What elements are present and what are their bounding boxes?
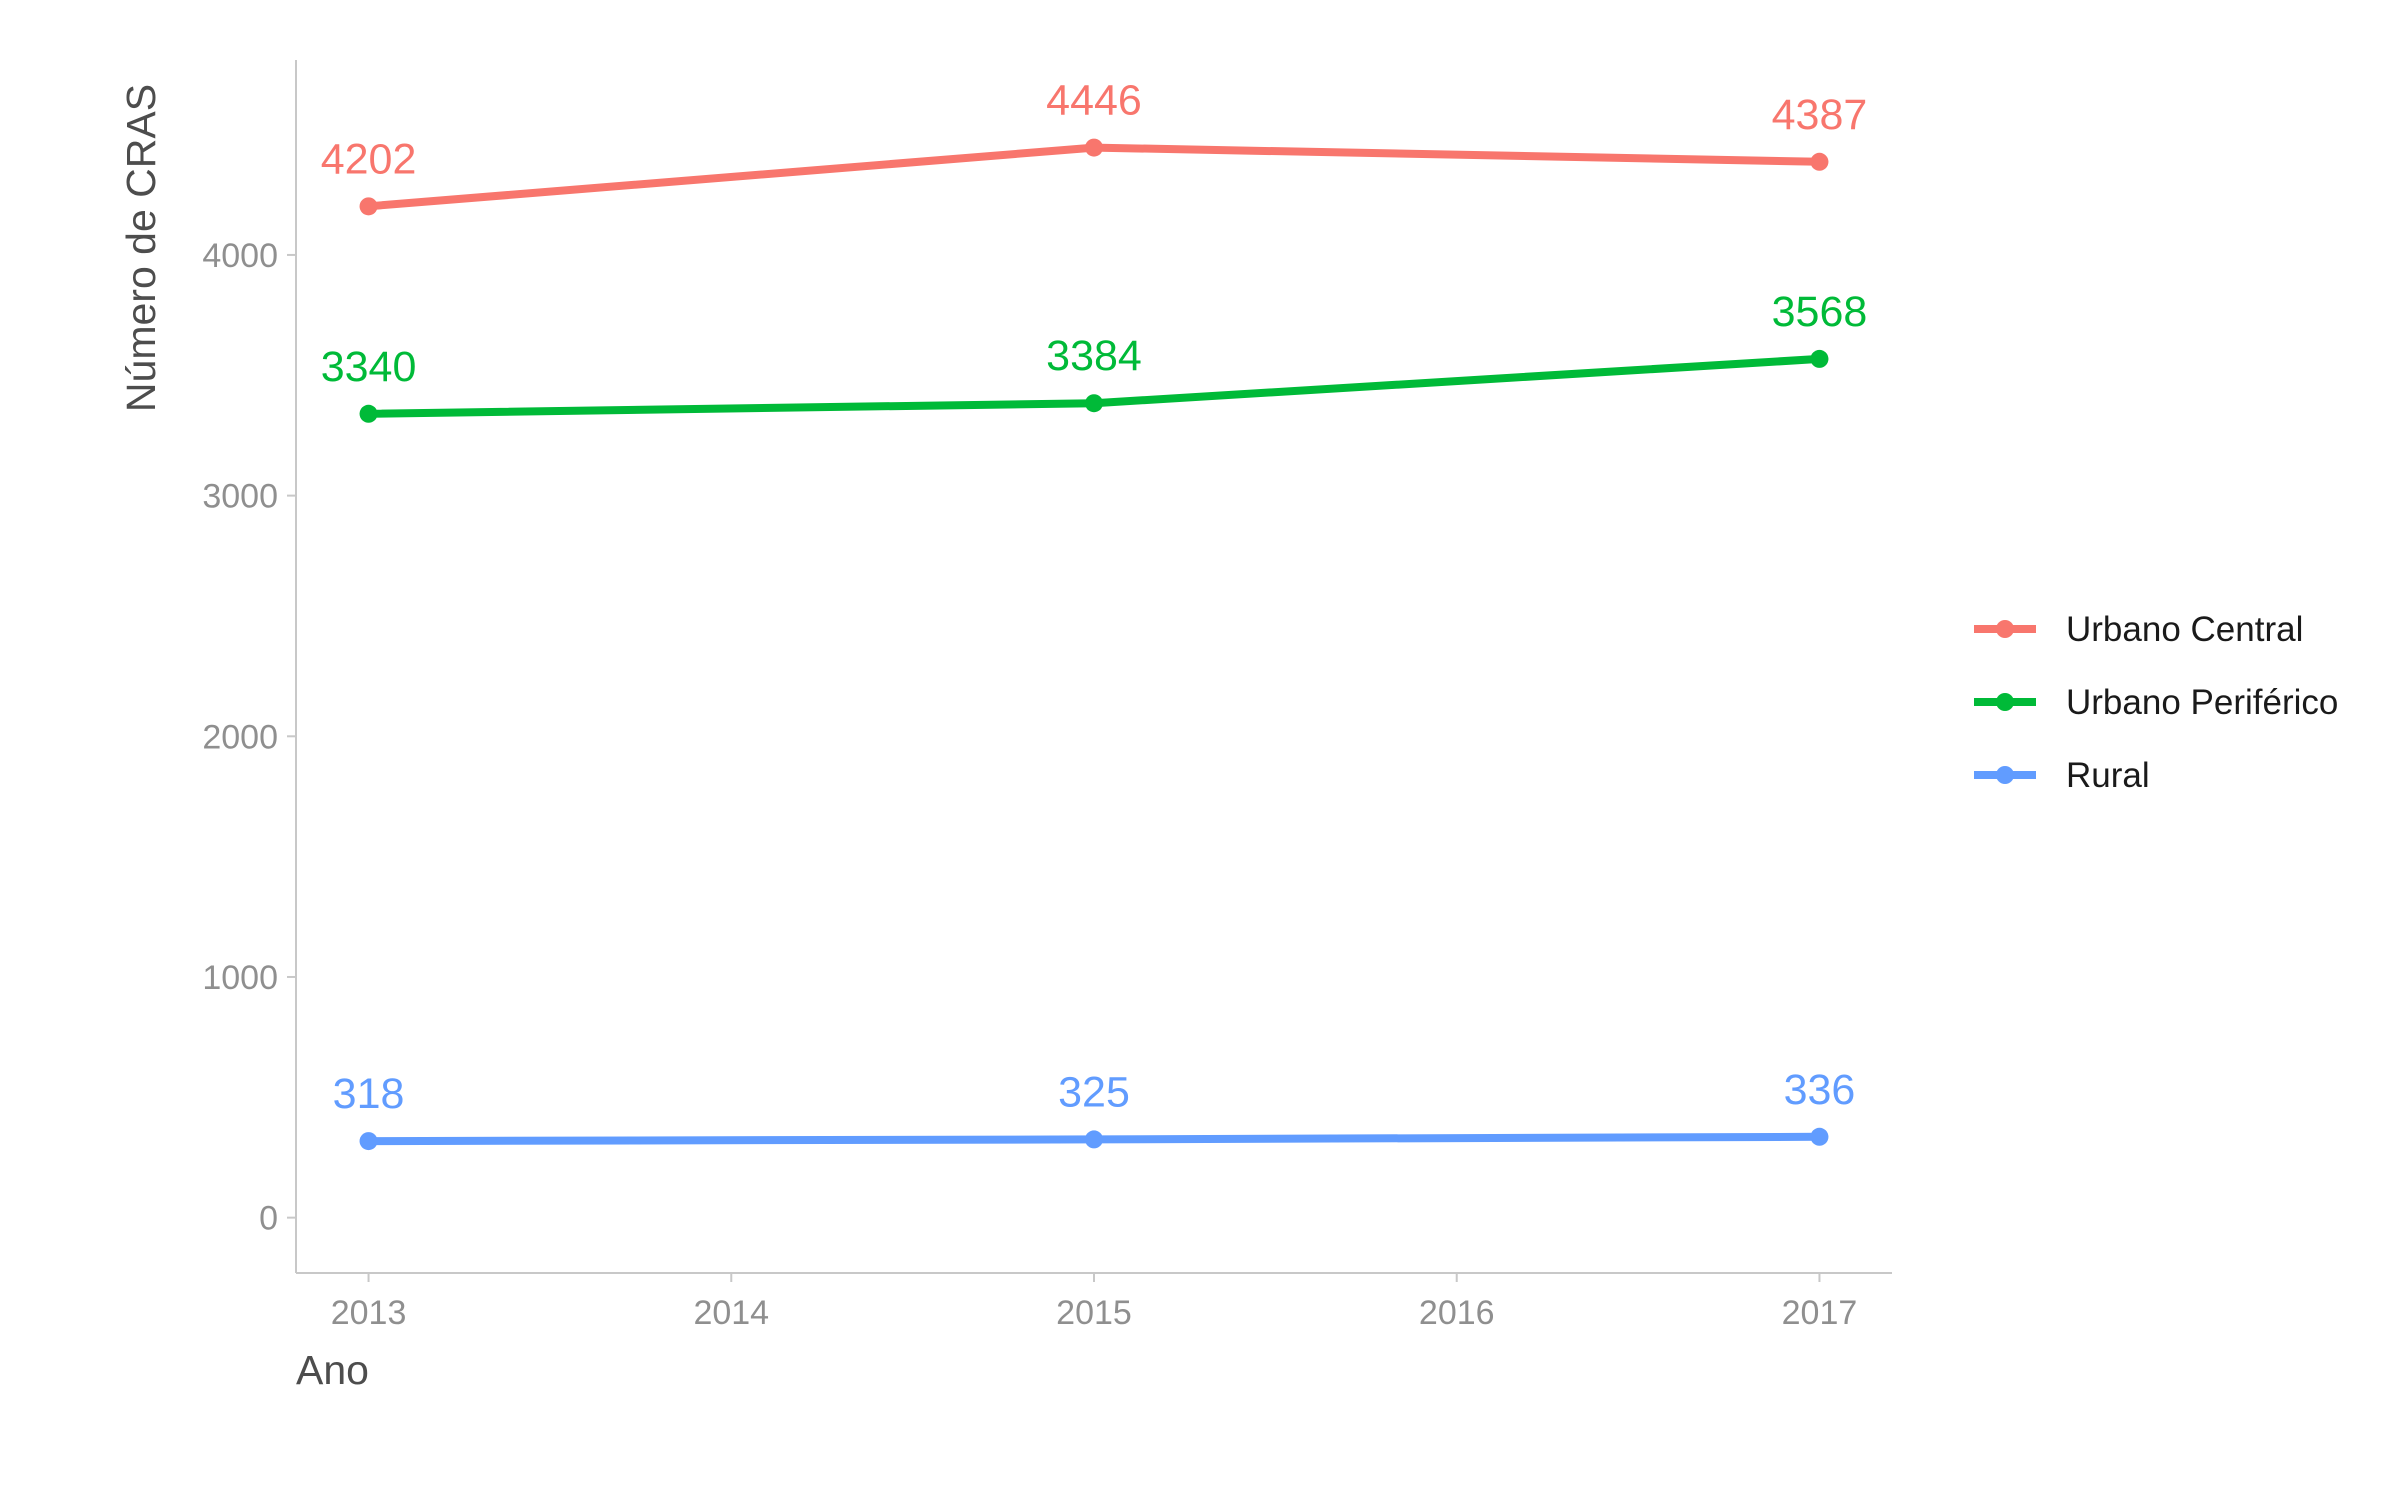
data-point [359,1132,378,1151]
data-point [359,197,378,216]
data-point [1085,138,1103,157]
y-tick-label: 1000 [202,959,278,997]
x-tick-label: 2014 [693,1294,769,1332]
y-tick-label: 2000 [202,718,278,756]
data-label: 318 [333,1070,405,1118]
data-point [1810,349,1829,368]
y-tick-label: 4000 [202,237,278,275]
x-tick-label: 2015 [1056,1294,1132,1332]
data-point [1085,394,1103,413]
legend-item: Urbano Central [1974,610,2303,649]
data-label: 4202 [321,135,417,183]
data-label: 325 [1058,1068,1130,1116]
series-urbano-perif-rico: 3340 3384 3568 [321,288,1868,423]
legend-label: Urbano Periférico [2066,683,2338,722]
y-tick-label: 3000 [202,478,278,516]
y-axis-title: Número de CRAS [118,84,164,412]
data-label: 3568 [1772,288,1868,336]
legend-item: Urbano Periférico [1974,683,2338,722]
x-tick-label: 2017 [1782,1294,1858,1332]
y-axis-ticks: 0 1000 2000 3000 4000 [202,237,296,1238]
x-axis-title: Ano [296,1347,369,1393]
data-point [1085,1130,1103,1149]
legend-label: Urbano Central [2066,610,2303,649]
x-axis-ticks: 2013 2014 2015 2016 2017 [331,1273,1858,1332]
legend-key-point [1996,693,2014,711]
data-label: 4446 [1046,77,1142,125]
legend-key-point [1996,766,2014,784]
data-point [359,404,378,423]
data-label: 3340 [321,343,417,391]
data-point [1810,152,1829,171]
x-tick-label: 2016 [1419,1294,1495,1332]
data-label: 3384 [1046,332,1142,380]
legend-key-point [1996,620,2014,638]
data-point [1810,1127,1829,1146]
series-urbano-central: 4202 4446 4387 [321,77,1868,216]
y-tick-label: 0 [259,1200,278,1238]
x-tick-label: 2013 [331,1294,407,1332]
data-label: 336 [1784,1066,1856,1114]
legend: Urbano Central Urbano Periférico Rural [1974,610,2338,795]
series-rural: 318 325 336 [333,1066,1856,1151]
legend-label: Rural [2066,756,2150,795]
series-group: 4202 4446 4387 3340 3384 3568 318 325 336 [321,77,1868,1151]
legend-item: Rural [1974,756,2150,795]
data-label: 4387 [1772,91,1868,139]
